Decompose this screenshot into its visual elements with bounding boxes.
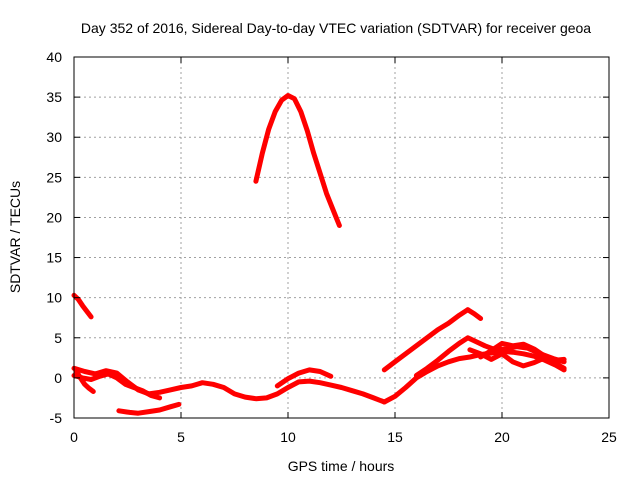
axis-ticks: 0 5 10 15 20 25 -5 0 5 10 15 20 25 30 35 40: [46, 49, 617, 445]
series-arc-2: [253, 93, 342, 228]
series-arc-4: [71, 371, 163, 401]
y-tick-label: 10: [46, 290, 62, 306]
series-arc-1: [71, 292, 94, 320]
y-tick-label: 35: [46, 89, 62, 105]
plot-frame: [73, 56, 610, 419]
y-tick-label: 20: [46, 209, 62, 225]
series-arc-3: [71, 365, 387, 405]
y-tick-label: 15: [46, 250, 62, 266]
y-tick-label: 0: [54, 370, 62, 386]
series-arc-7: [274, 367, 334, 389]
x-tick-label: 10: [280, 429, 296, 445]
series-group: [71, 93, 567, 416]
chart-title: Day 352 of 2016, Sidereal Day-to-day VTE…: [81, 20, 591, 36]
x-tick-label: 0: [70, 429, 78, 445]
series-arc-8: [381, 348, 567, 405]
y-axis-label: SDTVAR / TECUs: [7, 181, 23, 293]
x-tick-label: 25: [601, 429, 617, 445]
grid: [74, 57, 609, 418]
series-arc-9: [381, 307, 471, 373]
series-arc-13: [467, 347, 567, 371]
y-tick-label: 30: [46, 129, 62, 145]
x-tick-label: 20: [494, 429, 510, 445]
y-tick-label: 40: [46, 49, 62, 65]
x-tick-label: 5: [177, 429, 185, 445]
series-arc-5: [73, 368, 96, 394]
x-axis-label: GPS time / hours: [288, 458, 395, 474]
series-arc-10: [465, 307, 484, 321]
series-arc-6: [116, 401, 182, 416]
y-tick-label: 25: [46, 169, 62, 185]
x-tick-label: 15: [387, 429, 403, 445]
y-tick-label: 5: [54, 330, 62, 346]
y-tick-label: -5: [50, 410, 63, 426]
